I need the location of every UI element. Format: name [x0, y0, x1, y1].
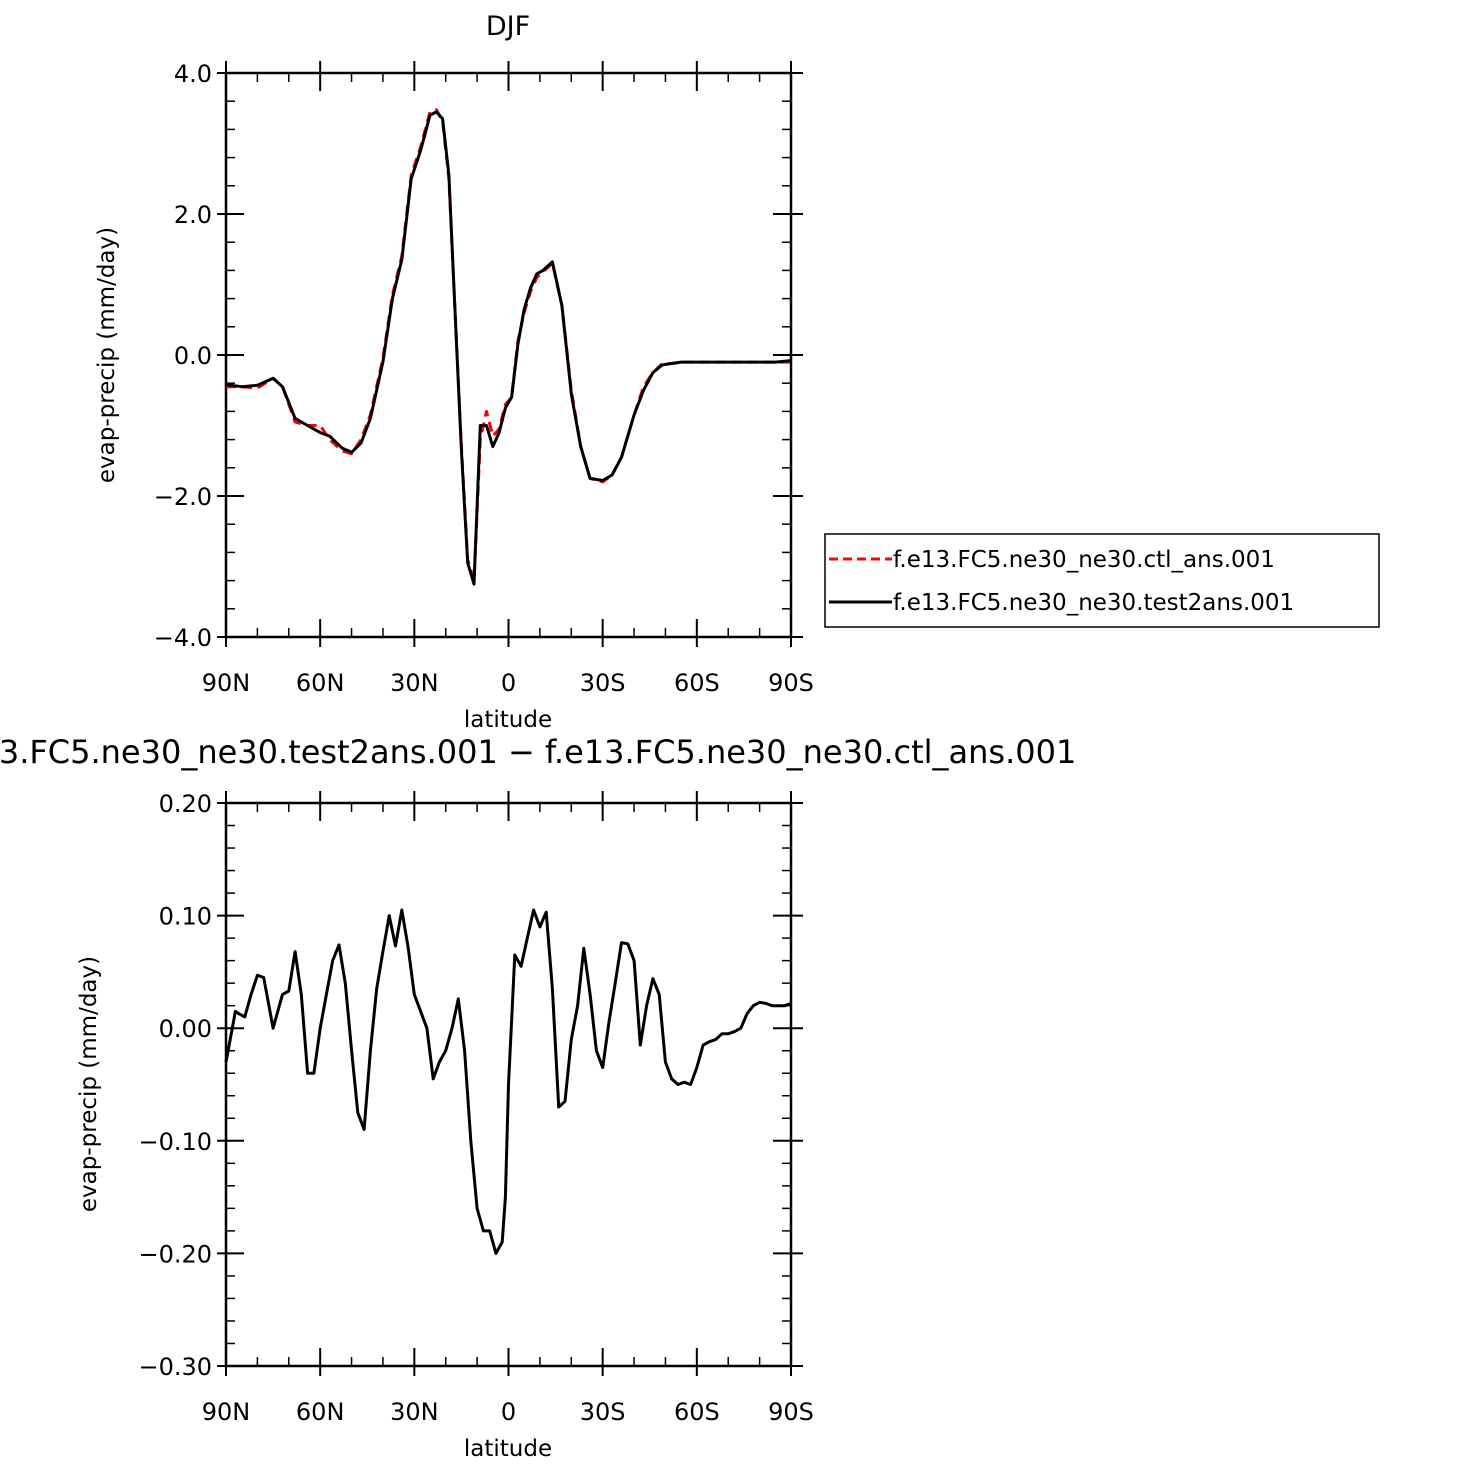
bottom-y-tick-labels: 0.20 0.10 0.00 −0.10 −0.20 −0.30	[138, 790, 212, 1381]
bottom-y-axis-label: evap-precip (mm/day)	[76, 956, 102, 1212]
top-x-tick-labels: 90N 60N 30N 0 30S 60S 90S	[202, 669, 814, 697]
top-y-tick-label: 2.0	[174, 201, 212, 229]
top-y-tick-label: −4.0	[154, 624, 212, 652]
bottom-series	[224, 908, 792, 1255]
legend-label-ctl: f.e13.FC5.ne30_ne30.ctl_ans.001	[893, 547, 1275, 573]
top-y-tick-labels: 4.0 2.0 0.0 −2.0 −4.0	[154, 60, 212, 652]
bottom-y-tick-label: −0.10	[138, 1128, 212, 1156]
top-series	[225, 108, 792, 586]
bottom-panel: f.e13.FC5.ne30_ne30.test2ans.001 − f.e13…	[0, 733, 1076, 1462]
top-y-tick-label: 0.0	[174, 342, 212, 370]
top-y-axis-label: evap-precip (mm/day)	[94, 227, 120, 483]
bottom-x-tick-label: 90S	[768, 1398, 814, 1426]
bottom-x-tick-label: 30S	[580, 1398, 626, 1426]
bottom-chart-title: f.e13.FC5.ne30_ne30.test2ans.001 − f.e13…	[0, 733, 1076, 771]
bottom-y-tick-label: 0.10	[159, 903, 212, 931]
legend-box	[824, 533, 1380, 628]
bottom-x-tick-label: 90N	[202, 1398, 251, 1426]
bottom-x-tick-label: 60S	[674, 1398, 720, 1426]
top-chart-title: DJF	[486, 11, 530, 42]
bottom-y-tick-label: −0.20	[138, 1240, 212, 1268]
bottom-x-axis-label: latitude	[464, 1436, 552, 1462]
bottom-y-tick-label: −0.30	[138, 1353, 212, 1381]
top-x-tick-label: 30S	[580, 669, 626, 697]
top-x-tick-label: 60S	[674, 669, 720, 697]
legend: f.e13.FC5.ne30_ne30.ctl_ans.001 f.e13.FC…	[824, 533, 1380, 628]
bottom-x-tick-label: 0	[501, 1398, 516, 1426]
top-x-tick-label: 60N	[296, 669, 345, 697]
top-y-tick-label: −2.0	[154, 483, 212, 511]
top-plot-frame	[224, 71, 793, 639]
top-x-axis-label: latitude	[464, 707, 552, 733]
top-x-tick-label: 90S	[768, 669, 814, 697]
bottom-x-tick-label: 60N	[296, 1398, 345, 1426]
bottom-x-tick-labels: 90N 60N 30N 0 30S 60S 90S	[202, 1398, 814, 1426]
top-series-line-2	[225, 110, 792, 586]
bottom-series-line-1	[224, 908, 792, 1255]
top-x-tick-label: 0	[501, 669, 516, 697]
top-panel: DJF 4.02.00.0−2.0−4.0 90N 60N 30N 0 30S 60S 90…	[94, 11, 814, 733]
legend-label-test2: f.e13.FC5.ne30_ne30.test2ans.001	[893, 590, 1294, 616]
top-series-line-1	[226, 108, 791, 583]
top-x-tick-label: 90N	[202, 669, 251, 697]
top-x-tick-label: 30N	[390, 669, 439, 697]
bottom-ticks	[217, 791, 803, 1376]
bottom-x-tick-label: 30N	[390, 1398, 439, 1426]
top-y-tick-label: 4.0	[174, 60, 212, 88]
bottom-y-tick-label: 0.20	[159, 790, 212, 818]
top-ticks	[217, 61, 803, 647]
bottom-y-tick-label: 0.00	[159, 1015, 212, 1043]
